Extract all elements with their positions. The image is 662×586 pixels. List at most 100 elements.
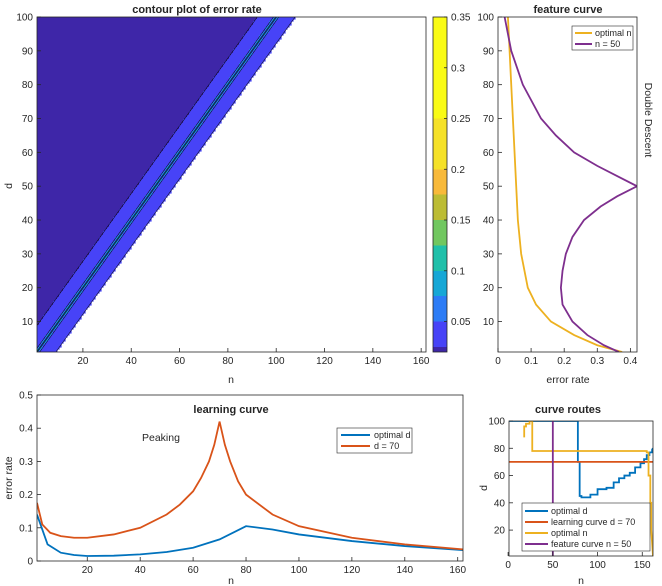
contour-cell [233,79,252,82]
contour-cell [37,293,60,296]
contour-cell [249,55,252,58]
contour-cell [37,77,214,80]
contour-ytick-label: 90 [22,46,34,57]
contour-cell [63,319,80,322]
contour-cell [247,53,250,56]
contour-cell [253,21,270,24]
contour-cell [109,253,126,256]
contour-cell [153,185,156,188]
contour-cell [59,325,76,328]
contour-cell [203,121,222,124]
contour-cell [57,321,60,324]
contour-cell [219,69,236,72]
contour-cell [37,75,216,78]
contour-cell [169,169,186,172]
contour-cell [95,243,112,246]
contour-panel: contour plot of error rate 20 40 60 80 100 12… [3,4,430,386]
contour-cell [139,211,156,214]
contour-cell [117,237,120,240]
feature-legend-n50: n = 50 [595,39,620,49]
contour-cell [257,47,274,50]
contour-cell [143,177,160,180]
contour-cell [37,313,46,316]
contour-cell [37,239,100,242]
contour-cell [135,187,152,190]
contour-cell [161,173,164,176]
contour-cell [77,291,80,294]
contour-cell [155,159,172,162]
contour-cell [37,339,44,342]
peaking-annotation: Peaking [142,432,180,444]
contour-cell [49,307,66,310]
contour-cell [183,121,200,124]
contour-cell [239,69,242,72]
contour-cell [37,287,64,290]
contour-cell [127,221,130,224]
contour-cell [37,137,172,140]
contour-cell [259,45,276,48]
contour-cell [159,183,176,186]
contour-cell [267,33,284,36]
contour-cell [37,297,58,300]
contour-cell [157,179,160,182]
contour-cell [53,301,72,304]
colorbar-bar [432,16,448,353]
contour-cell [243,35,260,38]
contour-cell [261,41,278,44]
contour-cell [53,325,56,328]
contour-cell [37,331,50,334]
contour-cell [37,73,218,76]
contour-y-ticks: 10 20 30 40 50 60 70 80 90 100 [16,13,41,328]
feature-y-ticks: 10 20 30 40 50 60 70 80 90 100 [477,13,502,328]
contour-cell [37,325,54,328]
contour-cell [163,147,182,150]
contour-cell [277,19,294,22]
contour-cell [237,45,254,48]
contour-cell [55,325,58,328]
contour-cell [115,245,132,248]
contour-cell [37,349,40,352]
contour-cell [37,285,66,288]
feature-ytick-label: 60 [483,148,495,159]
contour-cell [37,307,50,310]
contour-cell [227,89,244,92]
contour-cell [69,311,86,314]
contour-cell [37,135,174,138]
contour-cell [221,67,238,70]
contour-cell [159,185,176,188]
contour-cell [37,295,60,298]
routes-xtick-label: 100 [589,560,606,571]
contour-cell [115,215,132,218]
contour-cell [249,29,266,32]
contour-cell [215,75,232,78]
contour-cell [37,279,70,282]
feature-ytick-label: 30 [483,249,495,260]
contour-cell [211,81,228,84]
contour-cell [37,301,54,304]
contour-cell [43,345,62,348]
contour-cell [105,259,122,262]
contour-cell [201,125,218,128]
contour-cell [211,111,228,114]
contour-cell [101,257,104,260]
contour-cell [107,227,124,230]
contour-cell [209,83,226,86]
contour-cell [237,67,240,70]
contour-cell [151,187,154,190]
learning-xtick-label: 40 [135,565,147,576]
contour-cell [69,309,86,312]
contour-ytick-label: 80 [22,80,34,91]
contour-cell [265,35,282,38]
learning-legend: optimal d d = 70 [336,427,413,454]
contour-cell [61,313,64,316]
contour-cell [55,299,72,302]
contour-cell [255,49,272,52]
contour-cell [37,321,40,324]
contour-cell [37,269,78,272]
contour-cell [51,327,54,330]
contour-cell [193,129,196,132]
contour-cell [83,291,100,294]
contour-cell [85,287,102,290]
routes-xtick-label: 50 [547,560,559,571]
contour-cell [65,307,68,310]
